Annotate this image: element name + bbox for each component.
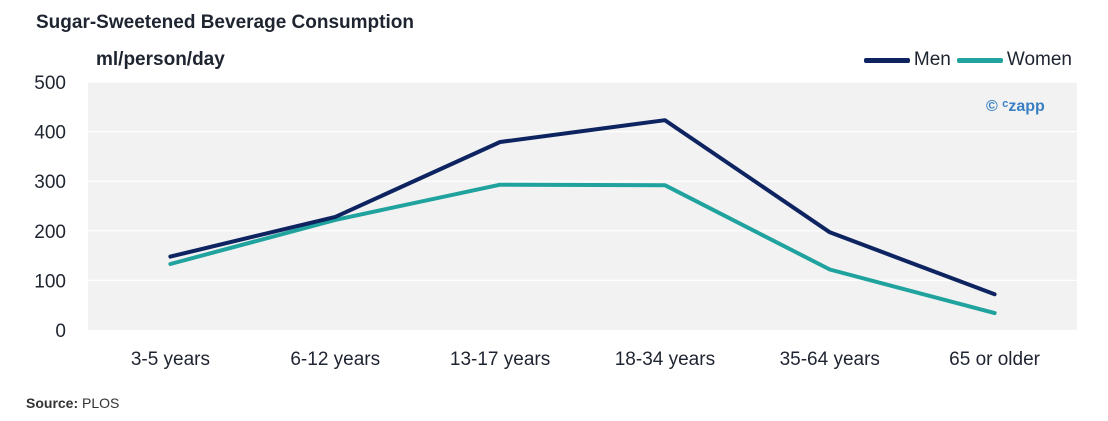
x-tick-label: 18-34 years [615,349,715,370]
source-note: Source: PLOS [26,395,119,411]
legend-item-men: Men [863,49,951,71]
x-tick-label: 13-17 years [450,349,550,370]
series-line-women [168,182,997,316]
y-tick-label: 500 [34,73,66,94]
chart-legend: Men Women [858,49,1072,71]
x-tick-label: 3-5 years [131,349,210,370]
plot-area [88,82,1077,330]
y-tick-label: 0 [55,321,66,342]
series-line-men [168,118,997,297]
copyright-watermark: © ᶜzapp [986,98,1045,115]
x-tick-label: 65 or older [949,349,1041,370]
y-axis-unit-label: ml/person/day [96,49,225,70]
legend-swatch-men [863,57,910,63]
legend-swatch-women [956,57,1003,63]
legend-label-women: Women [1006,49,1072,70]
source-label: Source: [26,395,79,411]
x-tick-label: 6-12 years [290,349,380,370]
chart-title: Sugar-Sweetened Beverage Consumption [36,12,414,33]
y-tick-label: 300 [34,172,66,193]
y-tick-label: 200 [34,222,66,243]
y-tick-label: 100 [34,271,66,292]
legend-label-men: Men [913,49,951,70]
x-tick-label: 35-64 years [780,349,880,370]
y-tick-label: 400 [34,123,66,144]
source-value: PLOS [82,395,120,411]
legend-item-women: Women [956,49,1072,71]
